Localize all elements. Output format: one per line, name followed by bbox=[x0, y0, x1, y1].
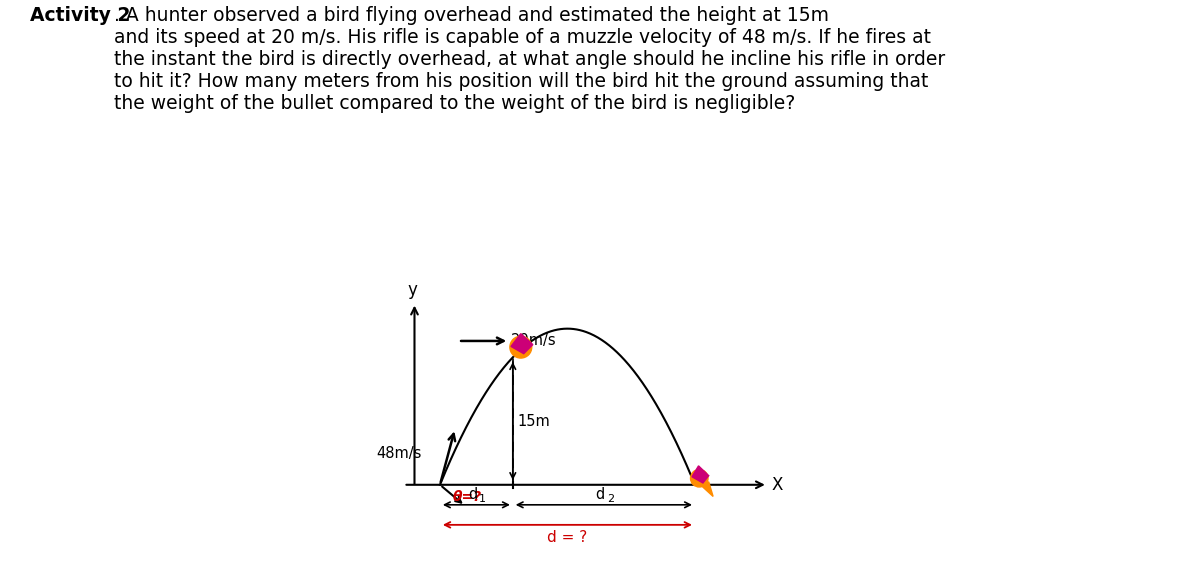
Text: 20m/s: 20m/s bbox=[511, 333, 557, 348]
Text: . A hunter observed a bird flying overhead and estimated the height at 15m
and i: . A hunter observed a bird flying overhe… bbox=[114, 6, 946, 113]
Polygon shape bbox=[511, 333, 533, 354]
Text: Activity 2: Activity 2 bbox=[30, 6, 130, 25]
Text: d: d bbox=[595, 487, 605, 502]
Polygon shape bbox=[692, 466, 709, 483]
Text: d = ?: d = ? bbox=[547, 530, 588, 545]
Text: θ=?: θ=? bbox=[452, 490, 482, 504]
Circle shape bbox=[510, 336, 532, 358]
Text: 2: 2 bbox=[607, 494, 614, 504]
Text: X: X bbox=[772, 476, 782, 494]
Circle shape bbox=[690, 469, 708, 487]
Text: y: y bbox=[408, 281, 418, 299]
Text: 48m/s: 48m/s bbox=[377, 446, 422, 460]
Text: 15m: 15m bbox=[517, 414, 550, 428]
Polygon shape bbox=[701, 482, 713, 496]
Text: d: d bbox=[468, 487, 478, 502]
Text: 1: 1 bbox=[479, 494, 486, 504]
